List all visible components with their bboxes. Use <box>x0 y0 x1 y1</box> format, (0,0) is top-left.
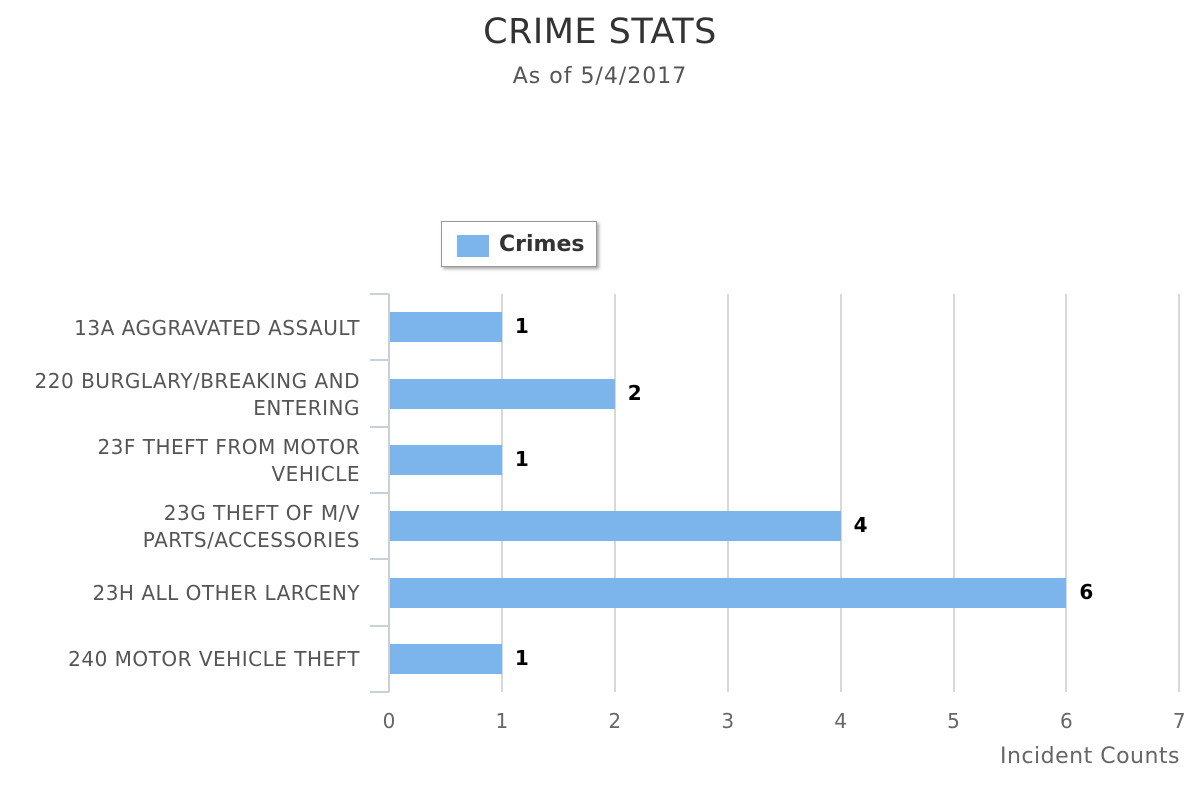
bar-value-label: 2 <box>627 380 642 405</box>
y-tick <box>370 624 389 627</box>
category-label: 23G THEFT OF M/V PARTS/ACCESSORIES <box>142 501 360 553</box>
x-tick-label: 5 <box>947 709 960 733</box>
category-label: 23F THEFT FROM MOTOR VEHICLE <box>97 434 360 486</box>
chart-title: CRIME STATS <box>483 12 717 52</box>
x-tick-label: 2 <box>608 709 622 733</box>
bar[interactable] <box>390 577 1067 608</box>
y-tick <box>370 492 389 494</box>
y-tick <box>370 558 389 561</box>
gridline <box>1065 294 1068 692</box>
legend[interactable]: Crimes <box>441 221 597 267</box>
gridline <box>613 294 616 692</box>
category-label: 240 MOTOR VEHICLE THEFT <box>68 647 360 672</box>
category-label: 23H ALL OTHER LARCENY <box>92 581 360 605</box>
bar[interactable] <box>390 643 502 674</box>
y-tick <box>370 425 389 428</box>
gridline <box>952 294 955 692</box>
legend-swatch <box>457 235 489 257</box>
x-tick-label: 4 <box>834 709 847 733</box>
gridline <box>500 294 503 692</box>
gridline <box>839 294 842 692</box>
y-axis-line <box>388 294 390 692</box>
bar[interactable] <box>390 312 502 343</box>
category-label: 13A AGGRAVATED ASSAULT <box>74 315 360 340</box>
x-axis-title: Incident Counts <box>1000 744 1180 769</box>
bar-value-label: 4 <box>853 513 868 538</box>
bar-value-label: 1 <box>514 446 529 471</box>
bar[interactable] <box>390 511 841 542</box>
bar-value-label: 6 <box>1079 579 1094 604</box>
y-tick <box>370 691 389 693</box>
bar-value-label: 1 <box>514 314 529 339</box>
x-tick-label: 1 <box>495 709 509 733</box>
category-label: 220 BURGLARY/BREAKING AND ENTERING <box>34 368 360 420</box>
bar-value-label: 1 <box>514 645 529 670</box>
legend-label: Crimes <box>499 232 585 257</box>
gridline <box>726 294 729 692</box>
y-tick <box>370 293 389 295</box>
gridline <box>1178 294 1181 692</box>
x-tick-label: 3 <box>721 709 735 733</box>
x-tick-label: 0 <box>382 709 396 733</box>
bar[interactable] <box>390 378 615 409</box>
y-tick <box>370 359 389 362</box>
x-tick-label: 7 <box>1172 709 1186 733</box>
chart-subtitle: As of 5/4/2017 <box>512 64 688 89</box>
bar[interactable] <box>390 444 502 475</box>
x-tick-label: 6 <box>1060 709 1073 733</box>
